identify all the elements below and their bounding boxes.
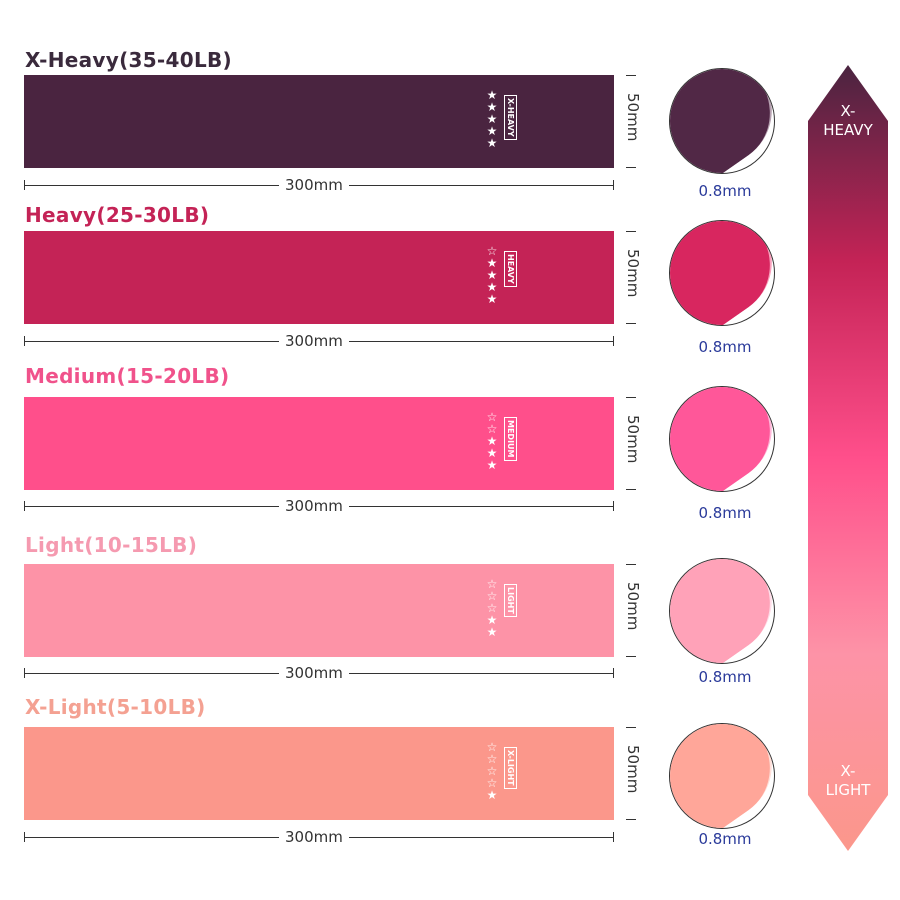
width-dimension: 300mm xyxy=(24,332,614,350)
star-filled-icon: ★ xyxy=(486,458,498,472)
star-empty-icon: ☆ xyxy=(486,422,498,436)
star-filled-icon: ★ xyxy=(486,446,498,460)
width-dimension: 300mm xyxy=(24,664,614,682)
thickness-closeup-image xyxy=(669,386,775,492)
star-filled-icon: ★ xyxy=(486,280,498,294)
rating-stars: ★ ★ ★ ★ ★ xyxy=(484,89,500,149)
width-label: 300mm xyxy=(279,664,349,682)
height-label: 50mm xyxy=(624,745,642,794)
thickness-label: 0.8mm xyxy=(698,338,752,356)
band-tag: X-LIGHT xyxy=(504,747,517,789)
star-filled-icon: ★ xyxy=(486,613,498,627)
star-filled-icon: ★ xyxy=(486,788,498,802)
rating-stars: ★ ★ ☆ ☆ ☆ xyxy=(484,578,500,638)
height-label: 50mm xyxy=(624,249,642,298)
height-dimension: 50mm xyxy=(624,727,642,820)
band-title: Medium(15-20LB) xyxy=(25,364,230,388)
star-empty-icon: ☆ xyxy=(486,589,498,603)
band-title: Light(10-15LB) xyxy=(25,533,198,557)
star-filled-icon: ★ xyxy=(486,88,498,102)
star-empty-icon: ☆ xyxy=(486,740,498,754)
star-filled-icon: ★ xyxy=(486,124,498,138)
thickness-label: 0.8mm xyxy=(698,182,752,200)
thickness-closeup-image xyxy=(669,220,775,326)
thickness-label: 0.8mm xyxy=(698,830,752,848)
band-title: X-Heavy(35-40LB) xyxy=(25,48,232,72)
intensity-scale-arrow xyxy=(808,65,888,851)
star-filled-icon: ★ xyxy=(486,625,498,639)
band-tag: MEDIUM xyxy=(504,417,517,461)
scale-bottom-label: X- LIGHT xyxy=(825,762,871,799)
star-filled-icon: ★ xyxy=(486,256,498,270)
width-label: 300mm xyxy=(279,332,349,350)
star-filled-icon: ★ xyxy=(486,268,498,282)
rating-stars: ★ ★ ★ ☆ ☆ xyxy=(484,411,500,471)
band-tag: HEAVY xyxy=(504,251,517,287)
width-label: 300mm xyxy=(279,176,349,194)
band-swatch: ★ ★ ★ ★ ★ X-HEAVY xyxy=(24,75,614,168)
thickness-closeup-image xyxy=(669,723,775,829)
band-title: Heavy(25-30LB) xyxy=(25,203,210,227)
width-label: 300mm xyxy=(279,497,349,515)
star-filled-icon: ★ xyxy=(486,112,498,126)
band-swatch: ★ ★ ☆ ☆ ☆ LIGHT xyxy=(24,564,614,657)
star-empty-icon: ☆ xyxy=(486,764,498,778)
band-title: X-Light(5-10LB) xyxy=(25,695,206,719)
height-label: 50mm xyxy=(624,415,642,464)
thickness-label: 0.8mm xyxy=(698,668,752,686)
star-empty-icon: ☆ xyxy=(486,776,498,790)
height-dimension: 50mm xyxy=(624,564,642,657)
width-label: 300mm xyxy=(279,828,349,846)
thickness-closeup-image xyxy=(669,558,775,664)
star-empty-icon: ☆ xyxy=(486,577,498,591)
height-label: 50mm xyxy=(624,582,642,631)
star-filled-icon: ★ xyxy=(486,292,498,306)
height-dimension: 50mm xyxy=(624,75,642,168)
band-tag: X-HEAVY xyxy=(504,95,517,140)
star-filled-icon: ★ xyxy=(486,136,498,150)
star-empty-icon: ☆ xyxy=(486,410,498,424)
thickness-closeup-image xyxy=(669,68,775,174)
star-empty-icon: ☆ xyxy=(486,244,498,258)
height-dimension: 50mm xyxy=(624,397,642,490)
height-dimension: 50mm xyxy=(624,231,642,324)
star-filled-icon: ★ xyxy=(486,434,498,448)
scale-top-label: X- HEAVY xyxy=(823,102,873,139)
width-dimension: 300mm xyxy=(24,176,614,194)
rating-stars: ★ ★ ★ ★ ☆ xyxy=(484,245,500,305)
band-swatch: ★ ☆ ☆ ☆ ☆ X-LIGHT xyxy=(24,727,614,820)
thickness-label: 0.8mm xyxy=(698,504,752,522)
height-label: 50mm xyxy=(624,93,642,142)
rating-stars: ★ ☆ ☆ ☆ ☆ xyxy=(484,741,500,801)
width-dimension: 300mm xyxy=(24,497,614,515)
band-swatch: ★ ★ ★ ★ ☆ HEAVY xyxy=(24,231,614,324)
width-dimension: 300mm xyxy=(24,828,614,846)
band-tag: LIGHT xyxy=(504,584,517,617)
band-swatch: ★ ★ ★ ☆ ☆ MEDIUM xyxy=(24,397,614,490)
star-empty-icon: ☆ xyxy=(486,601,498,615)
star-filled-icon: ★ xyxy=(486,100,498,114)
star-empty-icon: ☆ xyxy=(486,752,498,766)
